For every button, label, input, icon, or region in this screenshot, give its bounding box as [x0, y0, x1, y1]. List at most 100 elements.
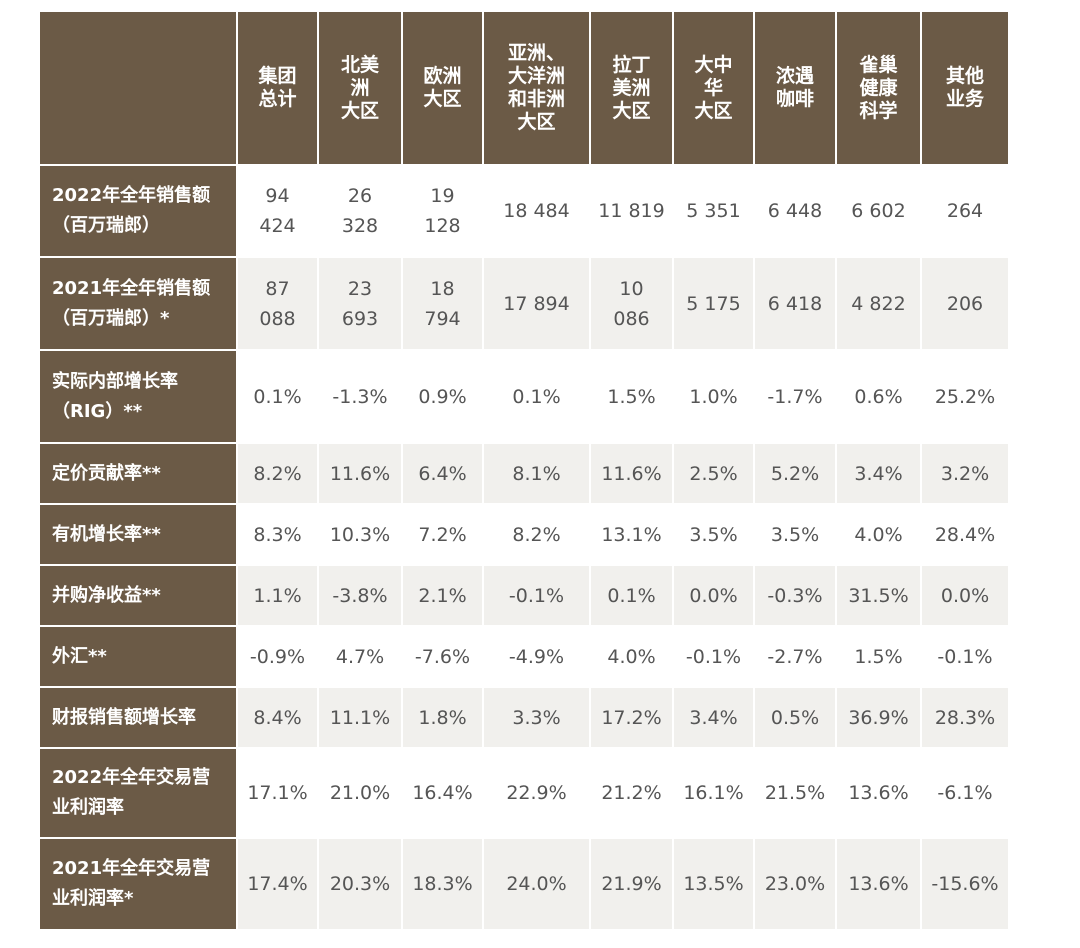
table-cell: 28.3%: [922, 688, 1008, 747]
table-cell: 8.1%: [484, 444, 589, 503]
table-cell: 19 128: [403, 166, 482, 256]
table-cell: 8.4%: [238, 688, 317, 747]
table-cell: -0.1%: [484, 566, 589, 625]
table-cell: 1.8%: [403, 688, 482, 747]
table-cell: 4.0%: [837, 505, 920, 564]
table-cell: 10.3%: [319, 505, 401, 564]
header-corner: [40, 12, 236, 164]
table-cell: 21.2%: [591, 749, 672, 837]
table-cell: 13.1%: [591, 505, 672, 564]
table-cell: 36.9%: [837, 688, 920, 747]
table-cell: 10 086: [591, 258, 672, 349]
table-cell: 5 175: [674, 258, 753, 349]
table-cell: 0.5%: [755, 688, 835, 747]
col-header: 大中 华 大区: [674, 12, 753, 164]
table-cell: 25.2%: [922, 351, 1008, 442]
row-label: 有机增长率**: [40, 505, 236, 564]
table-cell: 94 424: [238, 166, 317, 256]
table-cell: 18 794: [403, 258, 482, 349]
table-cell: 13.6%: [837, 749, 920, 837]
table-cell: 23.0%: [755, 839, 835, 929]
table-cell: -7.6%: [403, 627, 482, 686]
row-label: 财报销售额增长率: [40, 688, 236, 747]
table-cell: 17.2%: [591, 688, 672, 747]
table-cell: 3.5%: [674, 505, 753, 564]
table-cell: 28.4%: [922, 505, 1008, 564]
table-row: 2022年全年销售额 （百万瑞郎） 94 424 26 328 19 128 18 48…: [40, 166, 1008, 256]
table-cell: 24.0%: [484, 839, 589, 929]
table-cell: -0.1%: [922, 627, 1008, 686]
col-header: 北美 洲 大区: [319, 12, 401, 164]
table-cell: 3.4%: [837, 444, 920, 503]
table-cell: 3.2%: [922, 444, 1008, 503]
table-cell: 11.6%: [319, 444, 401, 503]
table-cell: -3.8%: [319, 566, 401, 625]
table-cell: -1.3%: [319, 351, 401, 442]
table-cell: 17.1%: [238, 749, 317, 837]
table-row: 2021年全年交易营 业利润率* 17.4% 20.3% 18.3% 24.0% 21.9…: [40, 839, 1008, 929]
table-cell: 23 693: [319, 258, 401, 349]
table-cell: 264: [922, 166, 1008, 256]
table-cell: 3.4%: [674, 688, 753, 747]
col-header: 浓遇 咖啡: [755, 12, 835, 164]
table-cell: 8.2%: [238, 444, 317, 503]
table-cell: 6 448: [755, 166, 835, 256]
table-cell: 21.5%: [755, 749, 835, 837]
table-cell: -4.9%: [484, 627, 589, 686]
table-cell: 13.6%: [837, 839, 920, 929]
table-cell: 0.0%: [674, 566, 753, 625]
table-cell: 11.1%: [319, 688, 401, 747]
table-body: 2022年全年销售额 （百万瑞郎） 94 424 26 328 19 128 18 48…: [40, 166, 1008, 929]
table-row: 有机增长率** 8.3% 10.3% 7.2% 8.2% 13.1% 3.5% 3.5% 4.0…: [40, 505, 1008, 564]
table-cell: 26 328: [319, 166, 401, 256]
table-row: 财报销售额增长率 8.4% 11.1% 1.8% 3.3% 17.2% 3.4% 0.5% 36…: [40, 688, 1008, 747]
table-cell: 4.0%: [591, 627, 672, 686]
table-cell: 1.0%: [674, 351, 753, 442]
col-header: 集团 总计: [238, 12, 317, 164]
table-cell: 16.4%: [403, 749, 482, 837]
table-cell: 87 088: [238, 258, 317, 349]
row-label: 外汇**: [40, 627, 236, 686]
table-row: 并购净收益** 1.1% -3.8% 2.1% -0.1% 0.1% 0.0% -0.3% 31…: [40, 566, 1008, 625]
table-cell: 3.3%: [484, 688, 589, 747]
table-cell: 0.6%: [837, 351, 920, 442]
table-cell: -0.1%: [674, 627, 753, 686]
table-cell: 6.4%: [403, 444, 482, 503]
table-cell: 3.5%: [755, 505, 835, 564]
col-header: 其他 业务: [922, 12, 1008, 164]
table-cell: 22.9%: [484, 749, 589, 837]
row-label: 2021年全年销售额 （百万瑞郎）*: [40, 258, 236, 349]
table-row: 2021年全年销售额 （百万瑞郎）* 87 088 23 693 18 794 17 8…: [40, 258, 1008, 349]
table-cell: -2.7%: [755, 627, 835, 686]
table-cell: 4 822: [837, 258, 920, 349]
table-cell: 11 819: [591, 166, 672, 256]
table-cell: -0.3%: [755, 566, 835, 625]
table-row: 实际内部增长率 （RIG）** 0.1% -1.3% 0.9% 0.1% 1.5% 1.0%…: [40, 351, 1008, 442]
table-cell: 20.3%: [319, 839, 401, 929]
table-cell: 13.5%: [674, 839, 753, 929]
table-row: 2022年全年交易营 业利润率 17.1% 21.0% 16.4% 22.9% 21.2%…: [40, 749, 1008, 837]
row-label: 定价贡献率**: [40, 444, 236, 503]
table-cell: 17 894: [484, 258, 589, 349]
table-cell: -6.1%: [922, 749, 1008, 837]
row-label: 2022年全年交易营 业利润率: [40, 749, 236, 837]
table-cell: 206: [922, 258, 1008, 349]
col-header: 亚洲、 大洋洲 和非洲 大区: [484, 12, 589, 164]
col-header: 欧洲 大区: [403, 12, 482, 164]
table-cell: 21.9%: [591, 839, 672, 929]
table-cell: 2.5%: [674, 444, 753, 503]
table-cell: 11.6%: [591, 444, 672, 503]
table-row: 外汇** -0.9% 4.7% -7.6% -4.9% 4.0% -0.1% -2.7% 1.5…: [40, 627, 1008, 686]
row-label: 2022年全年销售额 （百万瑞郎）: [40, 166, 236, 256]
table-cell: 0.0%: [922, 566, 1008, 625]
table-cell: 0.1%: [591, 566, 672, 625]
table-cell: 17.4%: [238, 839, 317, 929]
row-label: 并购净收益**: [40, 566, 236, 625]
table-cell: 2.1%: [403, 566, 482, 625]
table-cell: 1.5%: [837, 627, 920, 686]
table-cell: 6 418: [755, 258, 835, 349]
row-label: 2021年全年交易营 业利润率*: [40, 839, 236, 929]
table-cell: 6 602: [837, 166, 920, 256]
col-header: 雀巢 健康 科学: [837, 12, 920, 164]
table-cell: 1.5%: [591, 351, 672, 442]
